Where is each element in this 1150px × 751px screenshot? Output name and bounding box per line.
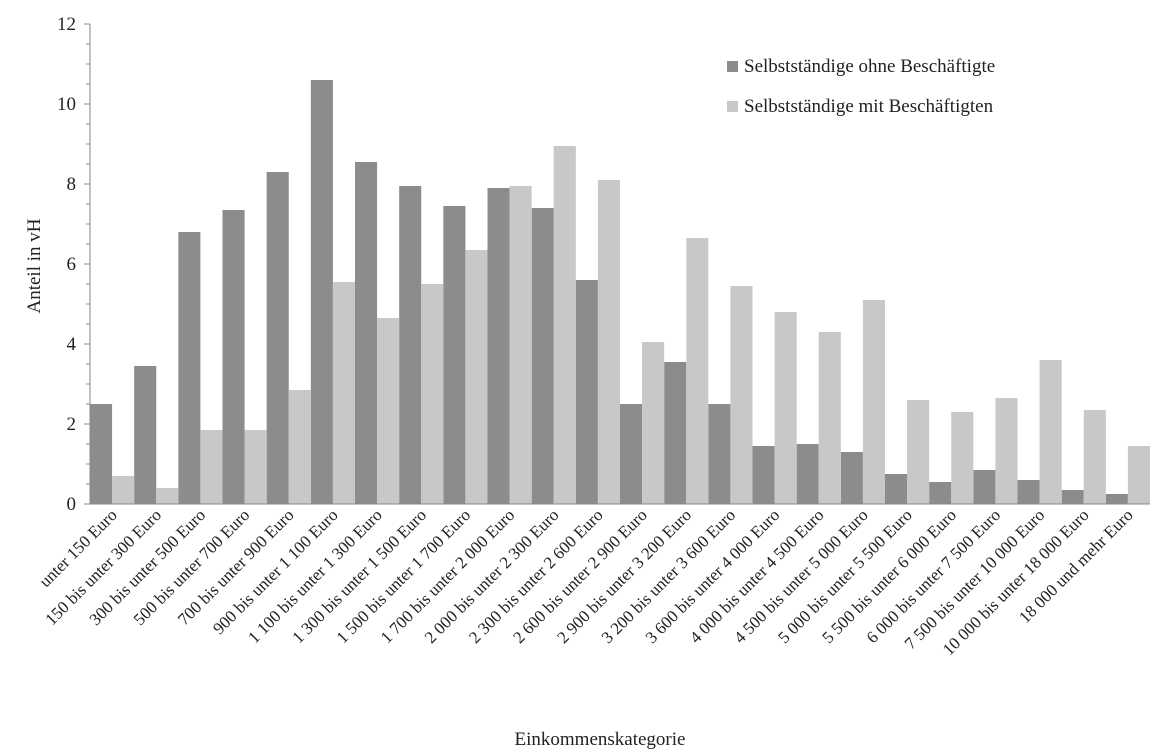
bar-ohne-22 <box>1061 490 1084 504</box>
bar-ohne-17 <box>840 452 863 504</box>
bar-ohne-8 <box>443 206 466 504</box>
bar-mit-16 <box>818 332 841 504</box>
legend-swatch <box>727 61 738 72</box>
bar-ohne-15 <box>752 446 775 504</box>
bar-mit-12 <box>642 342 665 504</box>
bar-ohne-12 <box>620 404 643 504</box>
bar-ohne-1 <box>134 366 157 504</box>
x-axis-title: Einkommenskategorie <box>515 729 686 750</box>
bar-ohne-23 <box>1105 494 1128 504</box>
bar-ohne-10 <box>531 208 554 504</box>
bar-ohne-6 <box>355 162 378 504</box>
bar-mit-4 <box>288 390 311 504</box>
bar-mit-21 <box>1039 360 1062 504</box>
bar-ohne-0 <box>90 404 113 504</box>
y-tick-label: 0 <box>67 494 77 515</box>
bar-mit-0 <box>112 476 135 504</box>
bar-ohne-13 <box>664 362 687 504</box>
bar-mit-19 <box>951 412 974 504</box>
bar-mit-10 <box>553 146 576 504</box>
bar-mit-17 <box>862 300 885 504</box>
legend: Selbstständige ohne Beschäftigte Selbstst… <box>727 56 995 117</box>
bar-mit-5 <box>332 282 355 504</box>
y-tick-label: 4 <box>67 334 77 355</box>
bar-mit-2 <box>200 430 223 504</box>
bar-ohne-21 <box>1017 480 1040 504</box>
bar-ohne-11 <box>575 280 598 504</box>
bar-mit-6 <box>377 318 400 504</box>
bar-mit-18 <box>907 400 930 504</box>
bar-mit-20 <box>995 398 1018 504</box>
bar-mit-1 <box>156 488 179 504</box>
bar-ohne-2 <box>178 232 201 504</box>
bar-ohne-20 <box>973 470 996 504</box>
y-tick-label: 8 <box>67 174 77 195</box>
bar-mit-11 <box>597 180 620 504</box>
bar-ohne-16 <box>796 444 819 504</box>
bar-mit-9 <box>509 186 532 504</box>
bar-mit-3 <box>244 430 267 504</box>
y-axis: 0 2 4 6 8 10 12 <box>57 14 91 515</box>
bar-mit-13 <box>686 238 709 504</box>
bar-ohne-7 <box>399 186 422 504</box>
bars-group <box>90 80 1150 504</box>
bar-mit-15 <box>774 312 797 504</box>
bar-ohne-19 <box>929 482 952 504</box>
bar-mit-22 <box>1083 410 1106 504</box>
legend-swatch <box>727 101 738 112</box>
bar-ohne-4 <box>266 172 289 504</box>
y-axis-title: Anteil in vH <box>24 218 45 313</box>
legend-label: Selbstständige mit Beschäftigten <box>744 96 994 117</box>
y-tick-label: 6 <box>67 254 77 275</box>
bar-mit-7 <box>421 284 444 504</box>
bar-mit-8 <box>465 250 488 504</box>
bar-ohne-9 <box>487 188 510 504</box>
bar-mit-14 <box>730 286 753 504</box>
bar-ohne-5 <box>310 80 333 504</box>
y-tick-label: 10 <box>57 94 76 115</box>
bar-ohne-14 <box>708 404 731 504</box>
legend-label: Selbstständige ohne Beschäftigte <box>744 56 995 77</box>
bar-ohne-3 <box>222 210 245 504</box>
bar-mit-23 <box>1127 446 1150 504</box>
bar-ohne-18 <box>885 474 908 504</box>
y-tick-label: 12 <box>57 14 76 35</box>
y-tick-label: 2 <box>67 414 77 435</box>
